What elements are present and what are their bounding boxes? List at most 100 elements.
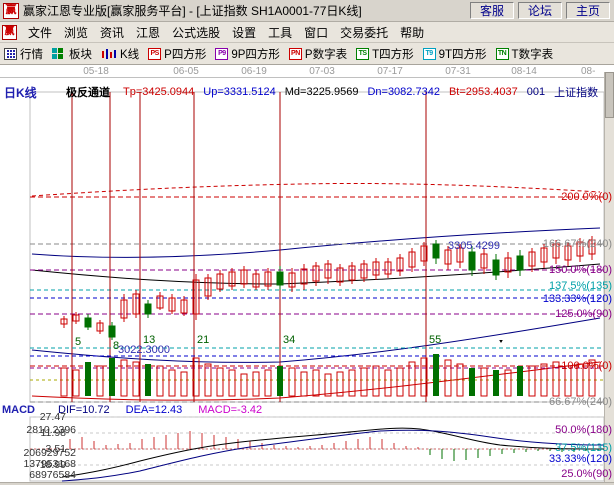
macd-panel-label: MACD <box>2 404 35 416</box>
axis-label-16667: 166.67%(240) <box>542 238 612 250</box>
axis-label-375: 37.5%(135) <box>555 442 612 454</box>
volume-plot <box>30 340 604 397</box>
toolbar-label-9p-square: 9P四方形 <box>231 48 280 61</box>
macd-axis-label-mid: 11.98 <box>40 427 67 439</box>
price-tag-high: 3305.4299 <box>448 240 500 252</box>
toolbar-label-blocks: 板块 <box>69 48 92 61</box>
date-tick: 08-14 <box>511 66 537 77</box>
ps-square-icon: PS <box>148 47 162 60</box>
menu-bar: 赢 文件 浏览 资讯 江恩 公式选股 设置 工具 窗口 交易委托 帮助 <box>0 22 614 43</box>
menu-item-file[interactable]: 文件 <box>28 25 53 40</box>
readout-md: Md=3225.9569 <box>284 86 359 98</box>
readout-bt: Bt=2953.4037 <box>448 86 518 98</box>
axis-label-13333: 133.33%(120) <box>542 293 612 305</box>
fib-marker-55: 55 <box>429 334 442 346</box>
axis-label-125: 125.0%(90) <box>555 308 612 320</box>
axis-label-50: 50.0%(180) <box>555 424 612 436</box>
menu-item-trading[interactable]: 交易委托 <box>340 25 389 40</box>
toolbar-button-9p-square[interactable]: P9 9P四方形 <box>215 46 280 62</box>
fib-marker-21: 21 <box>197 334 210 346</box>
axis-label-25: 25.0%(90) <box>561 468 612 480</box>
symbol-code: 001 <box>526 86 546 98</box>
menu-item-news[interactable]: 资讯 <box>100 25 125 40</box>
blocks-icon <box>52 47 66 60</box>
axis-label-volume-high: 206929752 <box>23 447 76 459</box>
toolbar-button-p-number-table[interactable]: PN P数字表 <box>288 46 348 62</box>
date-tick: 06-19 <box>241 66 267 77</box>
menu-item-gann[interactable]: 江恩 <box>136 25 161 40</box>
title-bar-buttons: 客服 论坛 主页 <box>470 2 610 19</box>
kline-plot <box>29 91 605 403</box>
toolbar-button-t-number-table[interactable]: TN T数字表 <box>495 46 554 62</box>
axis-label-1375: 137.5%(135) <box>549 280 612 292</box>
fib-marker-5: 5 <box>75 336 82 348</box>
toolbar-label-t-number-table: T数字表 <box>511 48 554 61</box>
kline-panel-label: 日K线 <box>4 86 37 100</box>
menu-logo-icon: 赢 <box>2 24 17 40</box>
toolbar-button-blocks[interactable]: 板块 <box>52 46 92 62</box>
fib-marker-13: 13 <box>143 334 156 346</box>
date-tick: 05-18 <box>83 66 109 77</box>
menu-item-help[interactable]: 帮助 <box>400 25 425 40</box>
price-tag-low: 3022.3000 <box>118 344 170 356</box>
p9-square-icon: P9 <box>215 47 229 60</box>
macd-axis-label-zero: -3.51 <box>42 443 66 455</box>
date-tick: 07-17 <box>377 66 403 77</box>
axis-label-6667: 66.67%(240) <box>549 396 612 408</box>
menu-item-settings[interactable]: 设置 <box>232 25 257 40</box>
forum-button[interactable]: 论坛 <box>518 2 562 19</box>
toolbar-button-kline[interactable]: K线 <box>101 46 139 62</box>
t9-square-icon: T9 <box>422 47 436 60</box>
fib-marker-34: 34 <box>283 334 296 346</box>
menu-item-tools[interactable]: 工具 <box>268 25 293 40</box>
symbol-name: 上证指数 <box>554 87 599 99</box>
toolbar-label-p-number-table: P数字表 <box>304 48 348 61</box>
menu-item-window[interactable]: 窗口 <box>304 25 329 40</box>
menu-item-formula-screen[interactable]: 公式选股 <box>172 25 221 40</box>
readout-up: Up=3331.5124 <box>203 86 276 98</box>
tool-bar: 行情 板块 K线 PS P四方形 P9 9P四方形 PN P数字表 <box>0 43 614 65</box>
window-title: 赢家江恩专业版[赢家服务平台] - [上证指数 SH1A0001-77日K线] <box>23 4 362 18</box>
app-logo-icon: 赢 <box>3 2 19 19</box>
toolbar-button-t-square[interactable]: TS T四方形 <box>356 46 414 62</box>
toolbar-label-9t-square: 9T四方形 <box>438 48 487 61</box>
fib-marker-8: 8 <box>113 340 120 352</box>
axis-label-100: 100.0%(0) <box>561 360 612 372</box>
axis-label-volume-low: 68976584 <box>29 469 76 481</box>
toolbar-label-p-square: P四方形 <box>164 48 207 61</box>
indicator-readout-line: 极反通道 Tp=3425.0944 Up=3331.5124 Md=3225.9… <box>66 84 598 100</box>
toolbar-button-quotes[interactable]: 行情 <box>4 46 43 62</box>
toolbar-label-kline: K线 <box>120 48 140 61</box>
pn-table-icon: PN <box>288 47 302 60</box>
axis-label-200: 200.0%(0) <box>561 191 612 203</box>
toolbar-label-t-square: T四方形 <box>372 48 414 61</box>
date-tick: 07-31 <box>445 66 471 77</box>
toolbar-button-p-square[interactable]: PS P四方形 <box>148 46 206 62</box>
date-tick: 06-05 <box>173 66 199 77</box>
grid-icon <box>4 47 17 60</box>
axis-label-price-low: 2810.2396 <box>26 424 76 436</box>
date-axis: 05-18 06-05 06-19 07-03 07-17 07-31 08-1… <box>0 65 614 88</box>
macd-axis-label-min: -18.99 <box>36 459 66 471</box>
macd-readout-macd: MACD=-3.42 <box>198 404 263 416</box>
axis-label-3333: 33.33%(120) <box>549 453 612 465</box>
tn-table-icon: TN <box>495 47 509 60</box>
macd-readout-dea: DEA=12.43 <box>125 404 183 416</box>
chart-area[interactable]: 日K线 极反通道 Tp=3425.0944 Up=3331.5124 Md=32… <box>0 78 614 485</box>
date-tick: 07-03 <box>309 66 335 77</box>
toolbar-button-9t-square[interactable]: T9 9T四方形 <box>422 46 487 62</box>
macd-readout-line: DIF=10.72 DEA=12.43 MACD=-3.42 <box>58 404 262 416</box>
axis-label-volume-mid: 137953168 <box>23 458 76 470</box>
ts-square-icon: TS <box>356 47 370 60</box>
scrollbar-thumb[interactable] <box>605 72 614 118</box>
macd-readout-dif: DIF=10.72 <box>58 404 110 416</box>
toolbar-label-quotes: 行情 <box>20 48 43 61</box>
title-bar: 赢 赢家江恩专业版[赢家服务平台] - [上证指数 SH1A0001-77日K线… <box>0 0 614 22</box>
status-bar <box>0 482 614 485</box>
menu-item-browse[interactable]: 浏览 <box>64 25 89 40</box>
axis-label-150: 150.0%(180) <box>549 264 612 276</box>
customer-service-button[interactable]: 客服 <box>470 2 514 19</box>
readout-dn: Dn=3082.7342 <box>367 86 440 98</box>
homepage-button[interactable]: 主页 <box>566 2 610 19</box>
